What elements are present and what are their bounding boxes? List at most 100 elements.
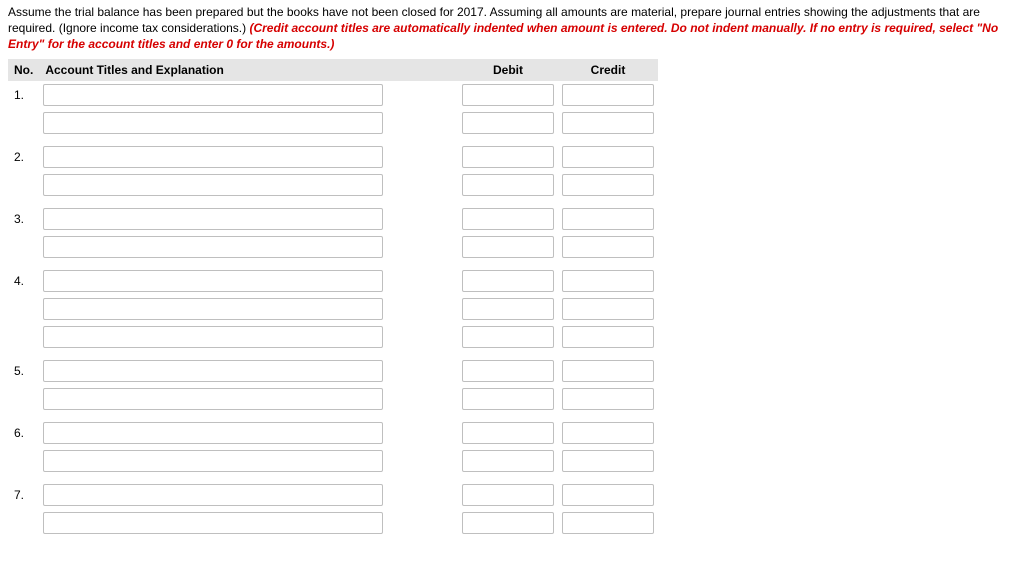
credit-cell xyxy=(558,171,658,199)
debit-amount-input[interactable] xyxy=(462,512,554,534)
debit-amount-input[interactable] xyxy=(462,450,554,472)
header-no: No. xyxy=(8,59,39,81)
account-title-input[interactable] xyxy=(43,512,383,534)
credit-amount-input[interactable] xyxy=(562,484,654,506)
account-title-input[interactable] xyxy=(43,360,383,382)
journal-entry-row xyxy=(8,109,658,137)
journal-entry-row: 3. xyxy=(8,205,658,233)
account-cell xyxy=(39,233,458,261)
debit-amount-input[interactable] xyxy=(462,146,554,168)
credit-amount-input[interactable] xyxy=(562,422,654,444)
debit-cell xyxy=(458,109,558,137)
debit-cell xyxy=(458,171,558,199)
account-title-input[interactable] xyxy=(43,388,383,410)
journal-entry-row xyxy=(8,233,658,261)
journal-entry-row: 5. xyxy=(8,357,658,385)
credit-amount-input[interactable] xyxy=(562,146,654,168)
problem-instructions: Assume the trial balance has been prepar… xyxy=(8,4,1016,53)
debit-cell xyxy=(458,419,558,447)
debit-amount-input[interactable] xyxy=(462,422,554,444)
entry-number-cell xyxy=(8,233,39,261)
account-cell xyxy=(39,295,458,323)
account-title-input[interactable] xyxy=(43,298,383,320)
account-cell xyxy=(39,481,458,509)
credit-amount-input[interactable] xyxy=(562,388,654,410)
debit-cell xyxy=(458,205,558,233)
debit-cell xyxy=(458,81,558,109)
debit-amount-input[interactable] xyxy=(462,112,554,134)
credit-amount-input[interactable] xyxy=(562,270,654,292)
credit-amount-input[interactable] xyxy=(562,450,654,472)
account-title-input[interactable] xyxy=(43,422,383,444)
credit-amount-input[interactable] xyxy=(562,326,654,348)
debit-amount-input[interactable] xyxy=(462,326,554,348)
account-title-input[interactable] xyxy=(43,326,383,348)
account-title-input[interactable] xyxy=(43,174,383,196)
credit-amount-input[interactable] xyxy=(562,236,654,258)
account-cell xyxy=(39,205,458,233)
credit-cell xyxy=(558,109,658,137)
journal-entry-row: 6. xyxy=(8,419,658,447)
entry-number-cell: 5. xyxy=(8,357,39,385)
journal-entry-row: 7. xyxy=(8,481,658,509)
account-cell xyxy=(39,323,458,351)
header-credit: Credit xyxy=(558,59,658,81)
account-title-input[interactable] xyxy=(43,112,383,134)
debit-cell xyxy=(458,267,558,295)
account-title-input[interactable] xyxy=(43,484,383,506)
journal-entry-row xyxy=(8,509,658,537)
debit-amount-input[interactable] xyxy=(462,270,554,292)
debit-amount-input[interactable] xyxy=(462,174,554,196)
credit-cell xyxy=(558,385,658,413)
debit-amount-input[interactable] xyxy=(462,298,554,320)
credit-cell xyxy=(558,81,658,109)
debit-cell xyxy=(458,233,558,261)
debit-cell xyxy=(458,481,558,509)
account-title-input[interactable] xyxy=(43,208,383,230)
credit-cell xyxy=(558,295,658,323)
account-title-input[interactable] xyxy=(43,146,383,168)
account-title-input[interactable] xyxy=(43,450,383,472)
credit-cell xyxy=(558,233,658,261)
credit-amount-input[interactable] xyxy=(562,174,654,196)
entry-number-cell xyxy=(8,109,39,137)
journal-entry-row: 4. xyxy=(8,267,658,295)
journal-entry-row xyxy=(8,447,658,475)
entry-number-cell xyxy=(8,447,39,475)
journal-entry-row xyxy=(8,385,658,413)
debit-amount-input[interactable] xyxy=(462,84,554,106)
credit-cell xyxy=(558,509,658,537)
entry-number-cell xyxy=(8,509,39,537)
debit-amount-input[interactable] xyxy=(462,236,554,258)
entry-number-cell: 1. xyxy=(8,81,39,109)
journal-entry-table: No. Account Titles and Explanation Debit… xyxy=(8,59,658,537)
credit-amount-input[interactable] xyxy=(562,112,654,134)
account-title-input[interactable] xyxy=(43,84,383,106)
debit-cell xyxy=(458,143,558,171)
credit-amount-input[interactable] xyxy=(562,512,654,534)
journal-entry-row xyxy=(8,323,658,351)
debit-amount-input[interactable] xyxy=(462,388,554,410)
credit-amount-input[interactable] xyxy=(562,208,654,230)
account-title-input[interactable] xyxy=(43,236,383,258)
debit-cell xyxy=(458,509,558,537)
credit-amount-input[interactable] xyxy=(562,360,654,382)
credit-amount-input[interactable] xyxy=(562,84,654,106)
journal-entry-row xyxy=(8,295,658,323)
credit-cell xyxy=(558,323,658,351)
debit-amount-input[interactable] xyxy=(462,360,554,382)
debit-cell xyxy=(458,385,558,413)
entry-number-cell xyxy=(8,385,39,413)
debit-cell xyxy=(458,295,558,323)
account-title-input[interactable] xyxy=(43,270,383,292)
account-cell xyxy=(39,509,458,537)
entry-number-cell: 3. xyxy=(8,205,39,233)
journal-entry-row: 1. xyxy=(8,81,658,109)
credit-cell xyxy=(558,267,658,295)
debit-amount-input[interactable] xyxy=(462,208,554,230)
debit-cell xyxy=(458,447,558,475)
entry-number-cell: 6. xyxy=(8,419,39,447)
debit-cell xyxy=(458,323,558,351)
credit-amount-input[interactable] xyxy=(562,298,654,320)
debit-amount-input[interactable] xyxy=(462,484,554,506)
